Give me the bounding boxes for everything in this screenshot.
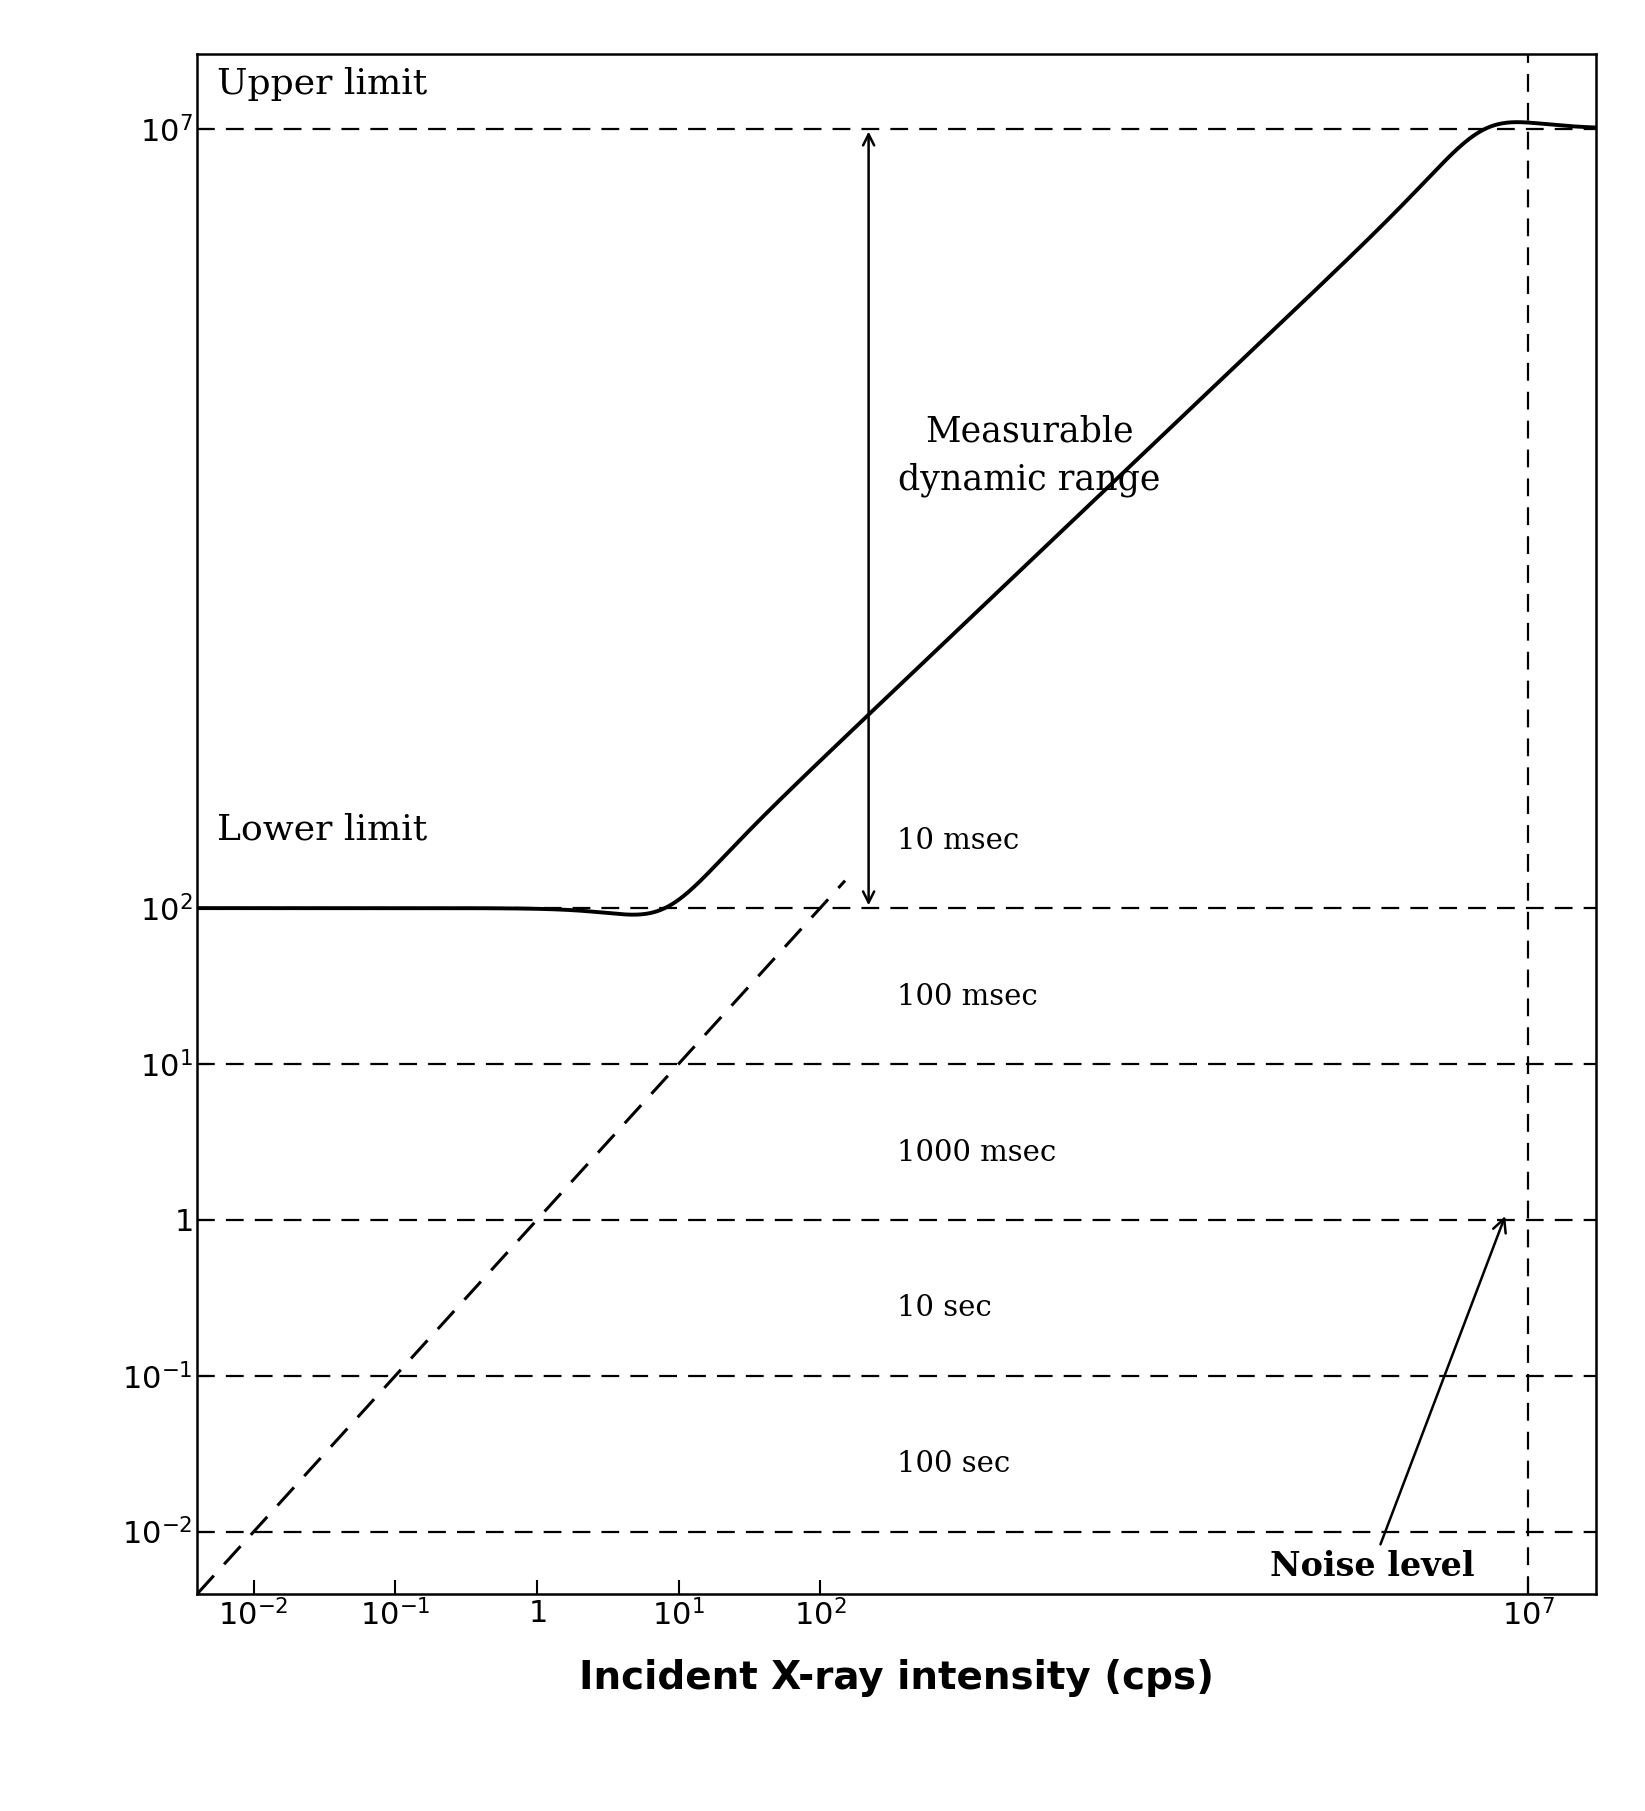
Text: 1000 msec: 1000 msec <box>897 1139 1056 1166</box>
Text: 10 sec: 10 sec <box>897 1295 992 1322</box>
Text: Upper limit: Upper limit <box>217 67 428 101</box>
Text: Lower limit: Lower limit <box>217 811 428 846</box>
X-axis label: Incident X-ray intensity (cps): Incident X-ray intensity (cps) <box>579 1659 1214 1697</box>
Text: 10 msec: 10 msec <box>897 828 1020 855</box>
Text: 100 msec: 100 msec <box>897 983 1038 1011</box>
Text: Noise level: Noise level <box>1270 1219 1505 1583</box>
Text: 100 sec: 100 sec <box>897 1451 1010 1478</box>
Text: Measurable
dynamic range: Measurable dynamic range <box>898 415 1160 496</box>
